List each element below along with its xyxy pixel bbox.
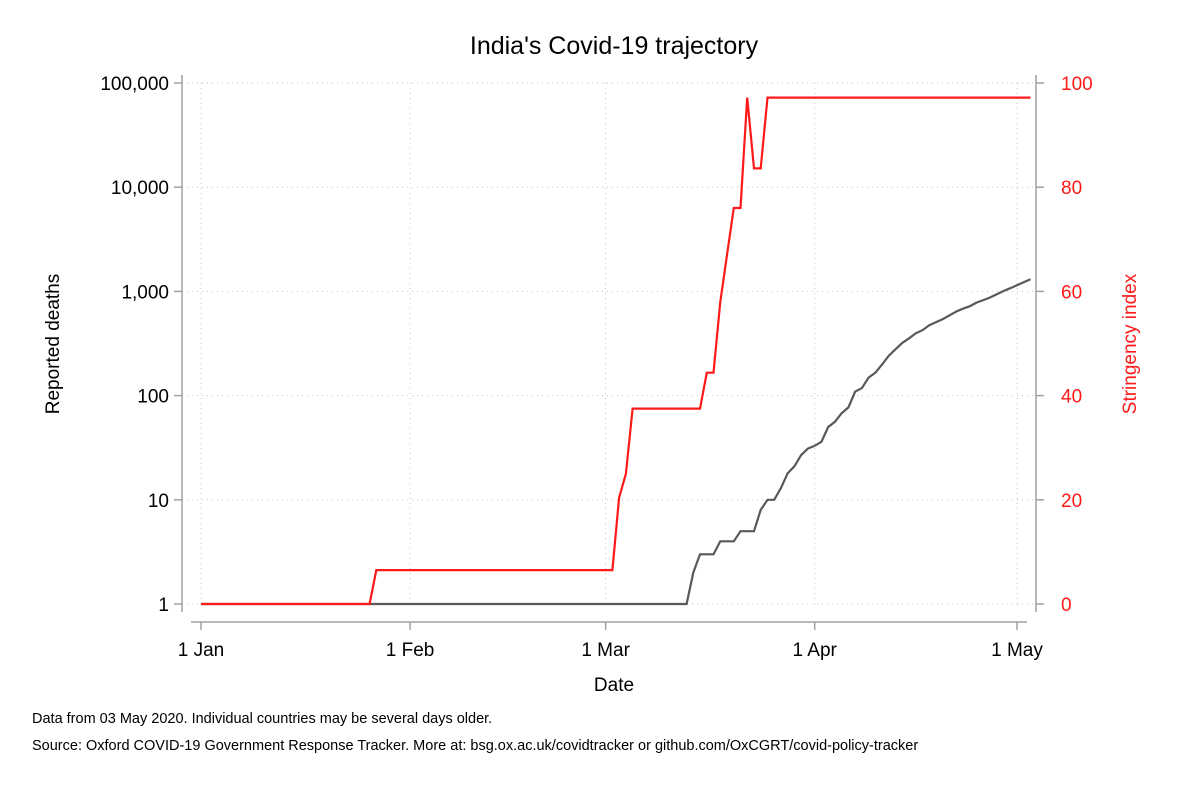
y-left-tick-label: 1: [158, 595, 169, 616]
axes: [174, 75, 1044, 630]
y-left-tick-label: 100,000: [100, 74, 169, 95]
y-right-tick-label: 40: [1061, 387, 1082, 408]
y-right-tick-label: 60: [1061, 282, 1082, 303]
x-axis-title: Date: [594, 675, 634, 696]
y-left-tick-label: 10,000: [111, 178, 169, 199]
y-axis-right-title: Stringency index: [1120, 273, 1141, 414]
y-right-tick-label: 100: [1061, 74, 1093, 95]
x-tick-label: 1 Mar: [581, 640, 630, 661]
y-left-tick-label: 1,000: [121, 282, 169, 303]
chart: 1 10 100 1,000 10,000 100,000 0 20 40 60 80 100 1 Ja…: [43, 32, 1141, 696]
y-right-tick-label: 80: [1061, 178, 1082, 199]
x-tick-label: 1 Jan: [178, 640, 224, 661]
y-left-tick-label: 10: [148, 491, 169, 512]
x-tick-label: 1 May: [991, 640, 1043, 661]
grid-lines: [182, 82, 1036, 605]
footnote-source: Source: Oxford COVID-19 Government Respo…: [32, 738, 919, 754]
x-tick-label: 1 Apr: [792, 640, 837, 661]
footnote-data-date: Data from 03 May 2020. Individual countr…: [32, 711, 493, 727]
x-tick-label: 1 Feb: [386, 640, 435, 661]
reported-deaths-line: [201, 278, 1031, 606]
series-lines: [201, 96, 1031, 606]
tick-labels: 1 10 100 1,000 10,000 100,000 0 20 40 60 80 100 1 Ja…: [100, 74, 1092, 661]
y-right-tick-label: 20: [1061, 491, 1082, 512]
stringency-index-line: [201, 96, 1031, 606]
y-right-tick-label: 0: [1061, 595, 1072, 616]
y-axis-left-title: Reported deaths: [43, 274, 64, 415]
y-left-tick-label: 100: [137, 387, 169, 408]
chart-title: India's Covid-19 trajectory: [470, 32, 759, 60]
